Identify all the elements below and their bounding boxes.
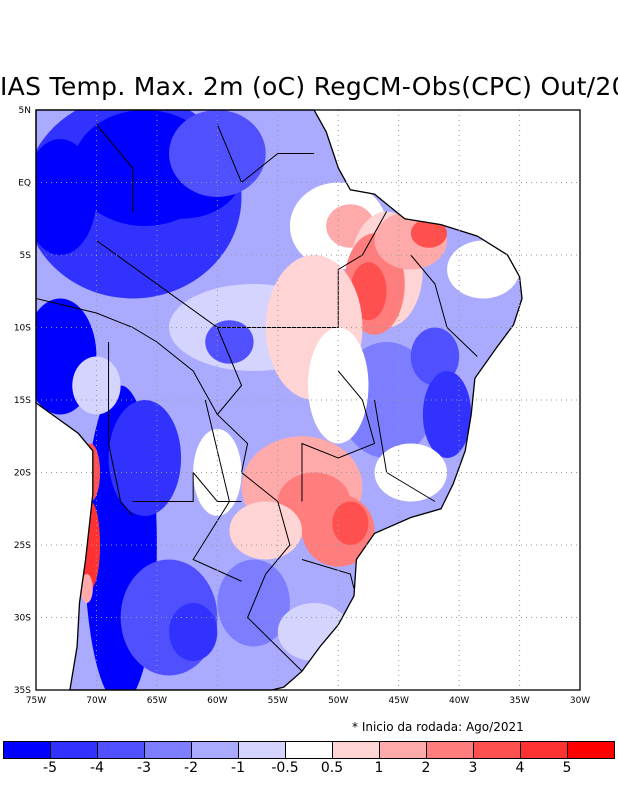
colorbar-swatch [51,742,98,758]
colorbar-swatch [239,742,286,758]
anomaly-region [229,501,302,560]
colorbar [3,741,615,759]
border-line [301,370,376,502]
colorbar-swatch [474,742,521,758]
colorbar-swatch [145,742,192,758]
anomaly-region [80,443,101,502]
lon-tick-label: 45W [389,696,409,706]
coastline [35,109,523,691]
graticule [36,110,580,690]
colorbar-swatch [380,742,427,758]
colorbar-label: 4 [515,760,525,776]
colorbar-swatch [192,742,239,758]
border-line [35,298,133,328]
colorbar-label: -0.5 [271,760,299,776]
anomaly-region [410,218,448,248]
border-line [192,472,242,502]
lat-tick-label: 35S [14,686,31,696]
border-line [301,559,355,589]
anomaly-region [277,603,351,661]
lon-tick-label: 40W [449,696,469,706]
lat-tick-label: 15S [14,396,31,406]
border-line [410,254,478,357]
border-line [217,211,388,328]
lon-tick-label: 70W [86,696,106,706]
colorbar-label: -1 [231,760,245,776]
lat-tick-label: EQ [18,179,31,189]
border-line [108,342,134,517]
colorbar-swatch [286,742,333,758]
colorbar-label: -3 [137,760,151,776]
lat-tick-label: 5S [20,251,32,261]
lon-tick-label: 65W [147,696,167,706]
temperature-anomaly-field [36,110,522,690]
colorbar-label: 5 [562,760,572,776]
lon-tick-label: 55W [268,696,288,706]
border-line [132,327,218,415]
colorbar-swatch [427,742,474,758]
anomaly-region [410,327,460,386]
run-start-note: * Inicio da rodada: Ago/2021 [352,720,524,734]
colorbar-label: 3 [468,760,478,776]
anomaly-region [374,443,448,502]
anomaly-region [80,574,93,603]
lat-tick-label: 5N [19,106,31,116]
anomaly-region [168,110,266,197]
colorbar-swatch [521,742,568,758]
anomaly-region [36,139,97,255]
colorbar-label: 1 [374,760,384,776]
map-frame [35,109,581,691]
lon-tick-label: 50W [328,696,348,706]
map-title: IAS Temp. Max. 2m (oC) RegCM-Obs(CPC) Ou… [0,72,618,101]
anomaly-region [332,501,369,545]
anomaly-region [205,320,254,364]
colorbar-label: -5 [43,760,57,776]
colorbar-swatch [4,742,51,758]
colorbar-label: -2 [184,760,198,776]
lat-tick-label: 10S [14,324,31,334]
lon-tick-label: 75W [26,696,46,706]
colorbar-swatch [568,742,614,758]
border-line [96,124,134,212]
colorbar-swatch [98,742,145,758]
lat-tick-label: 30S [14,614,31,624]
border-line [132,472,194,502]
colorbar-label: 0.5 [320,760,344,776]
lon-tick-label: 60W [207,696,227,706]
lat-tick-label: 20S [14,469,31,479]
anomaly-region [168,603,218,661]
anomaly-region [193,429,242,516]
colorbar-label: 2 [421,760,431,776]
lon-tick-label: 35W [509,696,529,706]
lon-tick-label: 30W [570,696,590,706]
colorbar-swatch [333,742,380,758]
lat-tick-label: 25S [14,541,31,551]
anomaly-region [108,400,182,516]
anomaly-region [422,371,472,458]
anomaly-region [447,240,520,299]
border-line [216,124,315,184]
colorbar-label: -4 [90,760,104,776]
